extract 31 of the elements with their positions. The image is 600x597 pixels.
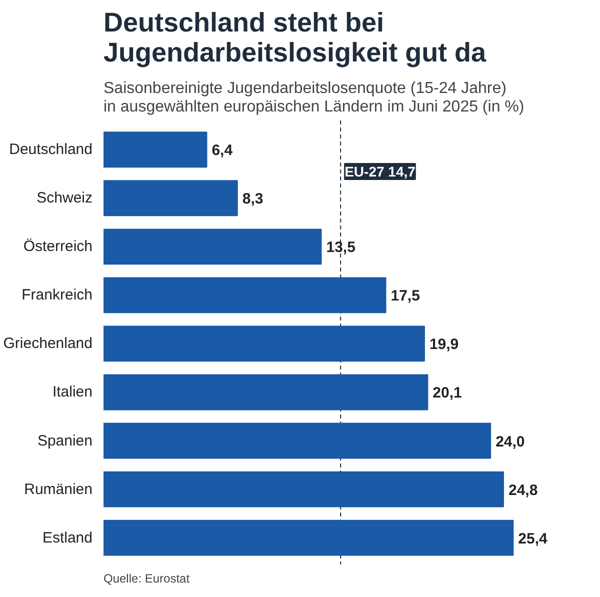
data-label: 24,8 [508,482,538,499]
bar [104,132,208,168]
data-label: 25,4 [518,530,548,548]
ref-line-label: EU-27 14,7 [344,163,416,180]
y-tick-label: Spanien [37,432,93,450]
bar [104,471,504,508]
data-label: 19,9 [429,336,459,354]
y-tick-label: Estland [42,529,93,546]
chart-title: Deutschland steht bei Jugendarbeitslosigkeit gut da [104,8,488,68]
bar [104,180,238,216]
bar [104,326,425,362]
y-tick-label: Rumänien [24,480,93,498]
y-tick-label: Griechenland [3,335,93,352]
y-tick-label: Italien [52,384,93,401]
data-label: 8,3 [242,190,264,208]
bar [104,422,492,459]
y-tick-label: Österreich [23,238,93,256]
data-label: 17,5 [390,288,420,305]
data-label: 6,4 [212,142,234,160]
chart-subtitle: Saisonbereinigte Jugendarbeitslosenquote (15-24 Jahre) in ausgewählten europäischen Ländern im Juni 2025 (in %) [104,80,524,116]
source-note: Quelle: Eurostat [104,572,190,586]
y-tick-label: Deutschland [9,141,93,158]
bar [104,520,514,556]
data-label: 20,1 [432,384,462,402]
bar [104,277,386,314]
y-tick-label: Frankreich [22,286,93,304]
data-label: 13,5 [326,239,356,256]
y-tick-label: Schweiz [36,190,93,207]
bar [104,374,428,410]
data-label: 24,0 [496,433,525,450]
bar [104,228,322,265]
